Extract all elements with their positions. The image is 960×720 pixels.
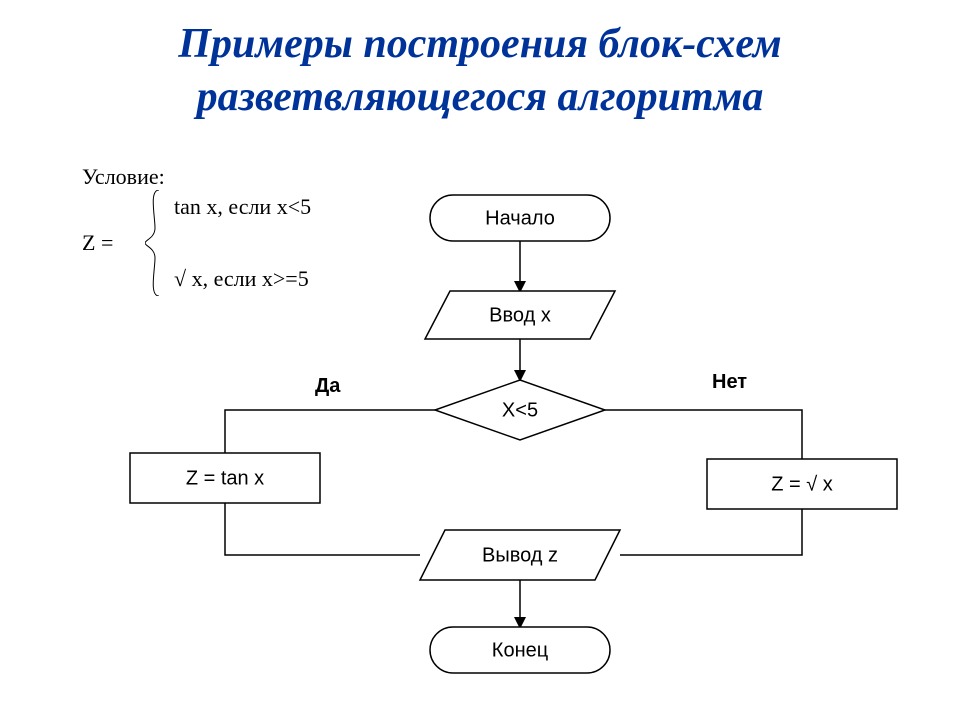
node-output: Вывод z [420,530,620,580]
svg-text:Начало: Начало [485,207,555,229]
node-input: Ввод x [425,291,615,339]
edge-zsqrt-output [620,509,802,555]
node-start: Начало [430,195,610,241]
flowchart-diagram: Начало Ввод x X<5 Z = tan x Z = √ x Вывод z Ко… [0,0,960,720]
node-end: Конец [430,627,610,673]
svg-text:Вывод z: Вывод z [482,544,558,566]
svg-text:Z = √ x: Z = √ x [771,473,833,495]
slide: Примеры построения блок-схем разветвляющ… [0,0,960,720]
edge-label-Да: Да [315,375,341,397]
svg-text:Конец: Конец [492,639,548,661]
node-cond: X<5 [435,380,605,440]
node-ztan: Z = tan x [130,453,320,503]
svg-text:X<5: X<5 [502,399,538,421]
node-zsqrt: Z = √ x [707,459,897,509]
edge-label-Нет: Нет [712,371,747,393]
edge-ztan-output [225,503,420,555]
edge-cond-zsqrt [605,410,802,459]
svg-text:Z = tan x: Z = tan x [186,467,264,489]
edge-cond-ztan [225,410,435,453]
svg-text:Ввод x: Ввод x [489,304,551,326]
